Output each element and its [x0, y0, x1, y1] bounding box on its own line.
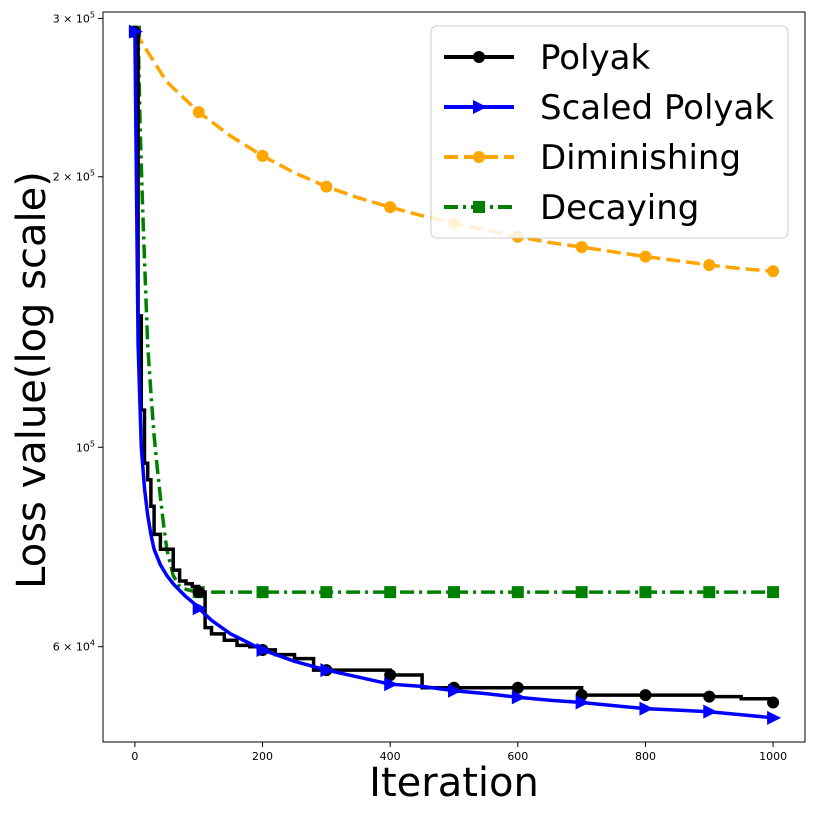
marker-scaled-polyak-2 [256, 642, 271, 657]
legend-label-polyak: Polyak [540, 38, 650, 78]
legend-entry-polyak: Polyak [444, 38, 650, 78]
marker-decaying-7 [575, 586, 588, 599]
legend-box [430, 25, 789, 239]
marker-diminishing-8 [639, 250, 652, 263]
marker-decaying-10 [767, 586, 780, 599]
marker-diminishing-7 [575, 241, 588, 254]
plot-frame [102, 11, 806, 743]
marker-polyak-10 [767, 696, 780, 709]
marker-decaying-4 [384, 586, 397, 599]
legend-label-decaying: Decaying [540, 188, 699, 228]
legend-marker-decaying [473, 201, 485, 213]
marker-scaled-polyak-0 [128, 24, 143, 39]
legend-entry-scaled-polyak: Scaled Polyak [444, 88, 774, 128]
marker-decaying-5 [448, 586, 460, 599]
marker-scaled-polyak-5 [448, 683, 462, 698]
y-axis-title: Loss value(log scale) [9, 171, 55, 589]
marker-polyak-4 [384, 669, 397, 682]
marker-diminishing-9 [703, 259, 716, 272]
series-line-polyak [134, 29, 775, 703]
marker-diminishing-10 [767, 265, 780, 278]
marker-diminishing-4 [384, 201, 397, 214]
legend-entry-decaying: Decaying [444, 188, 699, 228]
marker-scaled-polyak-10 [767, 710, 782, 725]
x-tick-label: 600 [507, 750, 528, 763]
y-tick-label: 105 [76, 439, 95, 454]
marker-diminishing-2 [256, 149, 269, 162]
marker-polyak-8 [639, 689, 652, 702]
marker-scaled-polyak-6 [511, 690, 526, 705]
x-axis-title: Iteration [369, 760, 539, 806]
y-tick-label: 2 × 105 [53, 169, 95, 184]
x-tick-label: 800 [635, 750, 656, 763]
marker-decaying-2 [256, 586, 269, 599]
marker-scaled-polyak-1 [192, 601, 207, 616]
marker-diminishing-3 [320, 180, 333, 193]
marker-decaying-8 [639, 586, 652, 599]
y-axis-ticks: 3 × 105 2 × 105 105 6 × 104 [53, 10, 103, 654]
marker-polyak-9 [703, 690, 716, 703]
marker-decaying-9 [703, 586, 716, 599]
x-axis-ticks: 0 200 400 600 800 1000 [131, 742, 787, 763]
x-tick-label: 200 [252, 750, 273, 763]
marker-scaled-polyak-4 [384, 677, 399, 692]
marker-scaled-polyak-9 [703, 704, 718, 719]
marker-diminishing-1 [192, 106, 205, 119]
marker-scaled-polyak-3 [320, 663, 335, 678]
legend-label-diminishing: Diminishing [540, 138, 741, 178]
legend-marker-polyak [473, 51, 485, 63]
legend-marker-diminishing [473, 151, 485, 163]
series-scaled-polyak [128, 24, 782, 725]
marker-scaled-polyak-8 [639, 701, 654, 716]
x-tick-label: 0 [131, 750, 138, 763]
marker-polyak-1 [192, 586, 205, 599]
x-tick-label: 400 [380, 750, 401, 763]
y-tick-label: 3 × 105 [53, 10, 95, 25]
x-tick-label: 1000 [759, 750, 787, 763]
marker-polyak-6 [511, 681, 524, 694]
marker-scaled-polyak-7 [575, 695, 590, 710]
legend-label-scaled-polyak: Scaled Polyak [540, 88, 774, 128]
marker-decaying-3 [320, 586, 333, 599]
series-line-scaled-polyak [133, 31, 774, 720]
y-tick-label: 6 × 104 [53, 639, 95, 654]
legend: Polyak Scaled Polyak Diminishing Decaying [430, 25, 789, 239]
marker-decaying-6 [511, 586, 524, 599]
legend-marker-scaled-polyak [473, 100, 487, 114]
legend-entry-diminishing: Diminishing [444, 138, 741, 178]
